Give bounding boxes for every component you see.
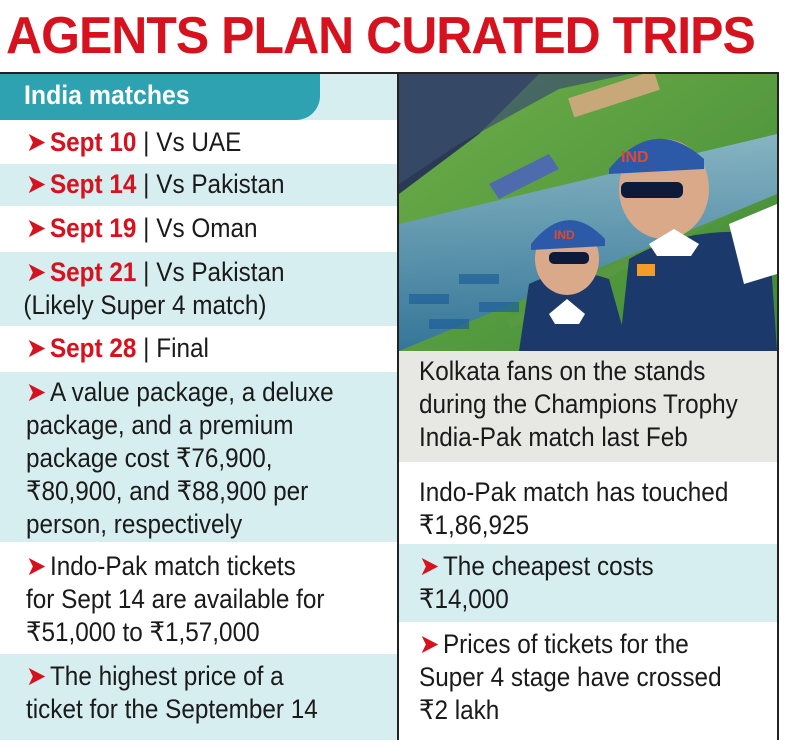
match-row: ➤ Sept 28 | Final (0, 328, 397, 370)
section-label: India matches (24, 80, 190, 110)
match-opponent: | Vs Pakistan (143, 257, 285, 287)
caption-line: Kolkata fans on the stands (419, 356, 706, 386)
cap-logo: IND (554, 228, 575, 242)
point-line: The highest price of a (49, 661, 284, 691)
arrow-icon: ➤ (26, 333, 47, 363)
match-opponent: | Vs Oman (143, 213, 258, 243)
arrow-icon: ➤ (419, 551, 440, 581)
arrow-icon: ➤ (26, 127, 47, 157)
ticket-price-point: ➤ Indo-Pak match tickets for Sept 14 are … (0, 544, 397, 652)
match-row: ➤ Sept 19 | Vs Oman (0, 208, 397, 250)
point-line: Indo-Pak match has touched (419, 477, 729, 507)
left-column: India matches ➤ Sept 10 | Vs UAE ➤ Sept 14… (0, 74, 397, 740)
point-line: ₹51,000 to ₹1,57,000 (26, 617, 260, 647)
point-line: The cheapest costs (442, 551, 654, 581)
match-row: ➤ Sept 14 | Vs Pakistan (0, 164, 397, 206)
super4-point: ➤ Prices of tickets for the Super 4 stage… (399, 624, 777, 740)
point-line: Prices of tickets for the (442, 629, 689, 659)
point-line: package cost ₹76,900, (26, 443, 273, 473)
arrow-icon: ➤ (26, 377, 47, 407)
headline: AGENTS PLAN CURATED TRIPS (6, 7, 756, 65)
arrow-icon: ➤ (26, 213, 47, 243)
point-line: A value package, a deluxe (49, 377, 334, 407)
column-divider (397, 72, 399, 740)
caption-line: India-Pak match last Feb (419, 422, 688, 452)
fan-left: IND (519, 220, 629, 351)
point-line: ₹1,86,925 (419, 510, 530, 540)
cheapest-point: ➤ The cheapest costs ₹14,000 (399, 544, 777, 622)
point-line: Indo-Pak match tickets (49, 551, 296, 581)
cap-logo: IND (621, 149, 649, 166)
photo-caption: Kolkata fans on the stands during the Ch… (399, 351, 777, 462)
caption-line: during the Champions Trophy (419, 389, 738, 419)
continuation-point: Indo-Pak match has touched ₹1,86,925 (399, 464, 777, 542)
point-line: Super 4 stage have crossed (419, 662, 722, 692)
fans-photo: IND IND (399, 74, 777, 351)
highest-price-point: ➤ The highest price of a ticket for the S… (0, 654, 397, 740)
match-date: Sept 21 (49, 257, 137, 287)
section-tab: India matches (0, 74, 320, 120)
match-opponent: | Final (143, 333, 209, 363)
arrow-icon: ➤ (26, 551, 47, 581)
right-border (777, 72, 779, 740)
match-date: Sept 14 (49, 169, 137, 199)
point-line: ₹14,000 (419, 584, 509, 614)
arrow-icon: ➤ (419, 629, 440, 659)
arrow-icon: ➤ (26, 661, 47, 691)
point-line: ₹2 lakh (419, 695, 500, 725)
fan-right: IND (609, 138, 777, 351)
point-line: for Sept 14 are available for (26, 584, 325, 614)
match-date: Sept 19 (49, 213, 137, 243)
arrow-icon: ➤ (26, 257, 47, 287)
arrow-icon: ➤ (26, 169, 47, 199)
match-note: (Likely Super 4 match) (23, 290, 267, 320)
match-row: ➤ Sept 21 | Vs Pakistan (Likely Super 4 m… (0, 252, 397, 326)
package-point: ➤ A value package, a deluxe package, and … (0, 372, 397, 542)
match-date: Sept 28 (49, 333, 137, 363)
stadium-selfie-image: IND IND (399, 74, 777, 351)
match-opponent: | Vs UAE (143, 127, 242, 157)
point-line: package, and a premium (26, 410, 294, 440)
point-line: ₹80,900, and ₹88,900 per (26, 476, 309, 506)
match-date: Sept 10 (49, 127, 137, 157)
point-line: person, respectively (26, 509, 243, 539)
match-row: ➤ Sept 10 | Vs UAE (0, 122, 397, 162)
point-line: ticket for the September 14 (26, 694, 318, 724)
match-opponent: | Vs Pakistan (143, 169, 285, 199)
